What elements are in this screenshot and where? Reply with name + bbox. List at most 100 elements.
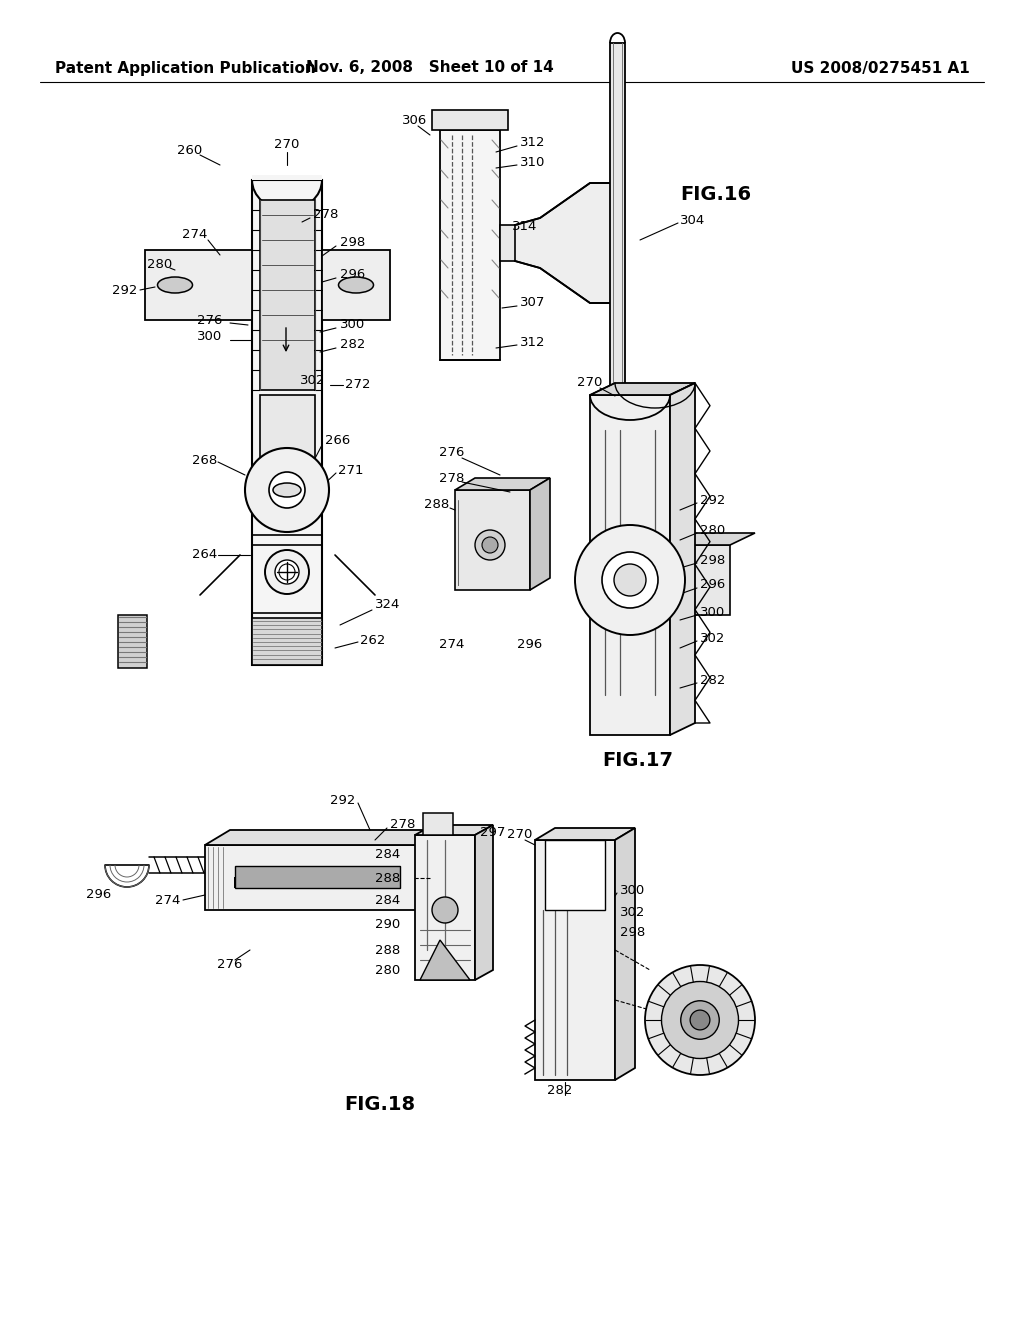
Text: 296: 296 <box>86 888 112 902</box>
Polygon shape <box>535 828 635 840</box>
Text: 292: 292 <box>113 284 137 297</box>
Text: 280: 280 <box>700 524 725 536</box>
Text: 284: 284 <box>375 894 400 907</box>
Circle shape <box>575 525 685 635</box>
Ellipse shape <box>339 277 374 293</box>
Circle shape <box>662 982 738 1059</box>
Polygon shape <box>590 395 670 735</box>
Polygon shape <box>670 383 695 735</box>
Text: 282: 282 <box>547 1084 572 1097</box>
Text: 302: 302 <box>700 631 725 644</box>
Text: 280: 280 <box>375 964 400 977</box>
Text: 314: 314 <box>512 220 538 234</box>
Text: 274: 274 <box>182 228 208 242</box>
Polygon shape <box>535 840 615 1080</box>
Polygon shape <box>118 615 147 668</box>
Text: 260: 260 <box>177 144 203 157</box>
Text: 300: 300 <box>700 606 725 619</box>
Ellipse shape <box>273 483 301 498</box>
Polygon shape <box>430 830 455 909</box>
Polygon shape <box>145 249 252 319</box>
Polygon shape <box>260 395 315 459</box>
Polygon shape <box>440 129 500 360</box>
Text: 292: 292 <box>700 494 725 507</box>
Text: 304: 304 <box>680 214 706 227</box>
Text: 270: 270 <box>578 375 603 388</box>
Text: FIG.18: FIG.18 <box>344 1096 416 1114</box>
Text: 296: 296 <box>700 578 725 591</box>
Circle shape <box>432 898 458 923</box>
Polygon shape <box>610 44 625 444</box>
Circle shape <box>475 531 505 560</box>
Circle shape <box>690 1010 710 1030</box>
Text: Patent Application Publication: Patent Application Publication <box>55 61 315 75</box>
Text: 300: 300 <box>197 330 222 343</box>
Text: 268: 268 <box>193 454 218 466</box>
Text: 264: 264 <box>193 549 218 561</box>
Text: 302: 302 <box>300 374 326 387</box>
Polygon shape <box>205 845 430 909</box>
Text: 288: 288 <box>375 871 400 884</box>
Polygon shape <box>423 813 453 836</box>
Text: Nov. 6, 2008   Sheet 10 of 14: Nov. 6, 2008 Sheet 10 of 14 <box>306 61 554 75</box>
Text: 310: 310 <box>520 156 546 169</box>
Polygon shape <box>670 545 730 615</box>
Text: 272: 272 <box>345 379 371 392</box>
Text: 298: 298 <box>340 236 366 249</box>
Text: 288: 288 <box>424 499 450 511</box>
Text: FIG.17: FIG.17 <box>602 751 674 770</box>
Polygon shape <box>420 940 470 979</box>
Polygon shape <box>500 224 515 261</box>
Polygon shape <box>455 478 550 490</box>
Polygon shape <box>545 840 605 909</box>
Text: 262: 262 <box>360 634 385 647</box>
Text: 270: 270 <box>507 829 532 842</box>
Text: 276: 276 <box>217 958 243 972</box>
Text: 278: 278 <box>390 818 416 832</box>
Text: 282: 282 <box>340 338 366 351</box>
Text: 307: 307 <box>520 297 546 309</box>
Polygon shape <box>205 830 455 845</box>
Polygon shape <box>415 836 475 979</box>
Text: 292: 292 <box>330 793 355 807</box>
Text: 274: 274 <box>439 639 465 652</box>
Text: 282: 282 <box>700 673 725 686</box>
Text: 298: 298 <box>700 553 725 566</box>
Text: 298: 298 <box>620 925 645 939</box>
Text: 300: 300 <box>620 883 645 896</box>
Text: 278: 278 <box>439 471 465 484</box>
Text: 302: 302 <box>620 906 645 919</box>
Circle shape <box>265 550 309 594</box>
Text: 274: 274 <box>155 894 180 907</box>
Polygon shape <box>530 478 550 590</box>
Polygon shape <box>415 825 493 836</box>
Text: 278: 278 <box>313 209 338 222</box>
Text: US 2008/0275451 A1: US 2008/0275451 A1 <box>792 61 970 75</box>
Text: 312: 312 <box>520 136 546 149</box>
Polygon shape <box>670 533 755 545</box>
Polygon shape <box>615 828 635 1080</box>
Text: 276: 276 <box>439 446 465 458</box>
Circle shape <box>482 537 498 553</box>
Text: 271: 271 <box>338 463 364 477</box>
Polygon shape <box>322 249 390 319</box>
Circle shape <box>645 965 755 1074</box>
Polygon shape <box>475 825 493 979</box>
Text: 270: 270 <box>274 139 300 152</box>
Polygon shape <box>590 383 695 395</box>
Text: FIG.16: FIG.16 <box>680 186 752 205</box>
Text: 324: 324 <box>375 598 400 611</box>
Circle shape <box>245 447 329 532</box>
Text: 296: 296 <box>340 268 366 281</box>
Circle shape <box>602 552 658 609</box>
Text: 306: 306 <box>402 114 428 127</box>
Polygon shape <box>260 201 315 389</box>
Text: 284: 284 <box>375 849 400 862</box>
Text: 280: 280 <box>147 259 173 272</box>
Polygon shape <box>432 110 508 129</box>
Circle shape <box>614 564 646 597</box>
Circle shape <box>269 473 305 508</box>
Text: 312: 312 <box>520 335 546 348</box>
Text: 300: 300 <box>340 318 366 331</box>
Polygon shape <box>455 490 530 590</box>
